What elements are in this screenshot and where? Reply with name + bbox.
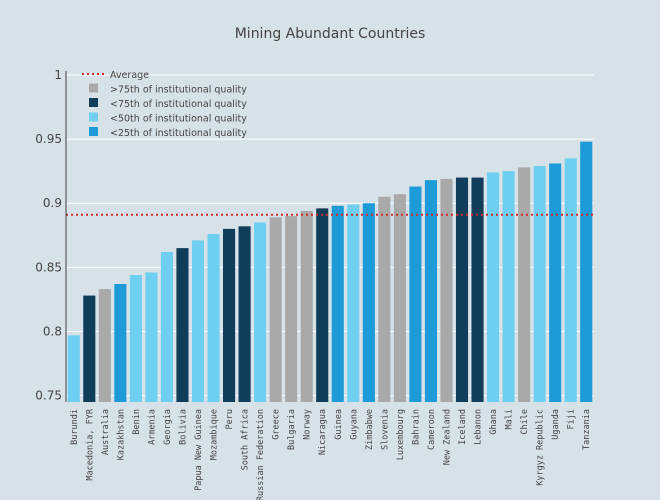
y-axis: 0.75 0.8 0.85 0.9 0.95 1	[35, 68, 67, 403]
bar[interactable]	[207, 234, 220, 402]
x-tick-label: Burundi	[70, 409, 80, 445]
chart-title: Mining Abundant Countries	[235, 26, 426, 42]
x-tick-label: Bahrain	[411, 409, 421, 445]
bar[interactable]	[362, 203, 375, 402]
x-tick-label: Bulgaria	[287, 409, 297, 450]
x-tick-label: South Africa	[241, 409, 251, 470]
bar[interactable]	[160, 251, 173, 402]
bar[interactable]	[378, 196, 391, 402]
bar[interactable]	[347, 204, 360, 402]
bar[interactable]	[129, 275, 142, 402]
bar[interactable]	[518, 167, 531, 402]
y-tick-label: 0.8	[43, 324, 62, 338]
x-tick-label: Georgia	[163, 409, 173, 445]
x-tick-label: Peru	[225, 409, 235, 429]
bar[interactable]	[285, 216, 298, 402]
x-tick-label: Bolivia	[178, 409, 188, 445]
x-tick-label: Luxembourg	[396, 409, 406, 460]
bar[interactable]	[191, 240, 205, 402]
bar[interactable]	[471, 177, 484, 402]
bar[interactable]	[487, 172, 500, 402]
bar[interactable]	[223, 228, 236, 402]
x-tick-label: Lebanon	[474, 409, 484, 445]
x-tick-label: Mozambique	[210, 409, 220, 460]
legend[interactable]: Average >75th of institutional quality <75…	[82, 70, 247, 139]
x-tick-label: Chile	[520, 409, 530, 435]
x-tick-label: Norway	[303, 409, 313, 440]
x-tick-label: Tanzania	[582, 409, 592, 450]
bar[interactable]	[409, 186, 422, 402]
legend-swatch	[89, 112, 98, 122]
bar[interactable]	[238, 226, 251, 402]
x-tick-label: Iceland	[458, 409, 468, 445]
bar[interactable]	[331, 205, 344, 402]
x-tick-label: Mali	[505, 409, 515, 429]
legend-item-label[interactable]: <25th of institutional quality	[110, 128, 247, 139]
bar[interactable]	[440, 178, 453, 402]
x-tick-label: Greece	[272, 409, 282, 440]
y-tick-label: 0.9	[43, 196, 62, 210]
bar[interactable]	[300, 210, 313, 402]
x-tick-label: Australia	[101, 409, 111, 455]
legend-average-label[interactable]: Average	[110, 70, 149, 81]
bar[interactable]	[269, 217, 282, 402]
x-tick-label: Ghana	[489, 409, 499, 435]
legend-item-label[interactable]: >75th of institutional quality	[110, 85, 247, 96]
legend-item-label[interactable]: <50th of institutional quality	[110, 114, 247, 125]
bar[interactable]	[393, 194, 406, 402]
x-tick-label: Kyrgyz Republic	[536, 409, 546, 486]
bar[interactable]	[83, 295, 96, 402]
x-tick-label: New Zealand	[442, 409, 452, 465]
legend-swatch	[89, 98, 98, 107]
x-axis: Burundi Macedonia, FYR Australia Kazakhstan…	[70, 408, 592, 500]
bar[interactable]	[533, 166, 546, 402]
x-tick-label: Zimbabwe	[365, 409, 375, 450]
x-tick-label: Armenia	[147, 409, 157, 445]
bar[interactable]	[580, 141, 593, 402]
x-tick-label: Guyana	[349, 409, 359, 440]
bar[interactable]	[455, 177, 469, 402]
x-tick-label: Cameroon	[427, 409, 437, 450]
x-tick-label: Kazakhstan	[116, 409, 126, 460]
bar[interactable]	[424, 180, 437, 402]
bars	[67, 141, 593, 402]
y-tick-label: 0.75	[35, 389, 62, 403]
bar[interactable]	[254, 222, 267, 402]
bar[interactable]	[145, 272, 158, 402]
bar[interactable]	[549, 163, 562, 402]
x-tick-label: Macedonia, FYR	[85, 408, 95, 481]
bar[interactable]	[67, 335, 80, 402]
y-tick-label: 0.95	[35, 132, 62, 146]
legend-item-label[interactable]: <75th of institutional quality	[110, 99, 247, 110]
x-tick-label: Russian Federation	[256, 409, 266, 500]
legend-swatch	[89, 127, 98, 136]
x-tick-label: Guinea	[334, 409, 344, 440]
legend-swatch	[89, 83, 98, 93]
x-tick-label: Nicaragua	[318, 409, 328, 455]
x-tick-label: Benin	[132, 409, 142, 435]
x-tick-label: Fiji	[567, 409, 577, 429]
x-tick-label: Papua New Guinea	[194, 409, 204, 491]
y-tick-label: 0.85	[35, 260, 62, 274]
bar[interactable]	[114, 284, 127, 402]
bar[interactable]	[316, 208, 329, 402]
y-tick-label: 1	[54, 68, 62, 82]
bar[interactable]	[98, 289, 111, 402]
x-tick-label: Slovenia	[380, 409, 390, 450]
bar[interactable]	[176, 248, 189, 402]
bar[interactable]	[502, 171, 515, 402]
x-tick-label: Uganda	[551, 409, 561, 440]
bar[interactable]	[564, 158, 577, 402]
